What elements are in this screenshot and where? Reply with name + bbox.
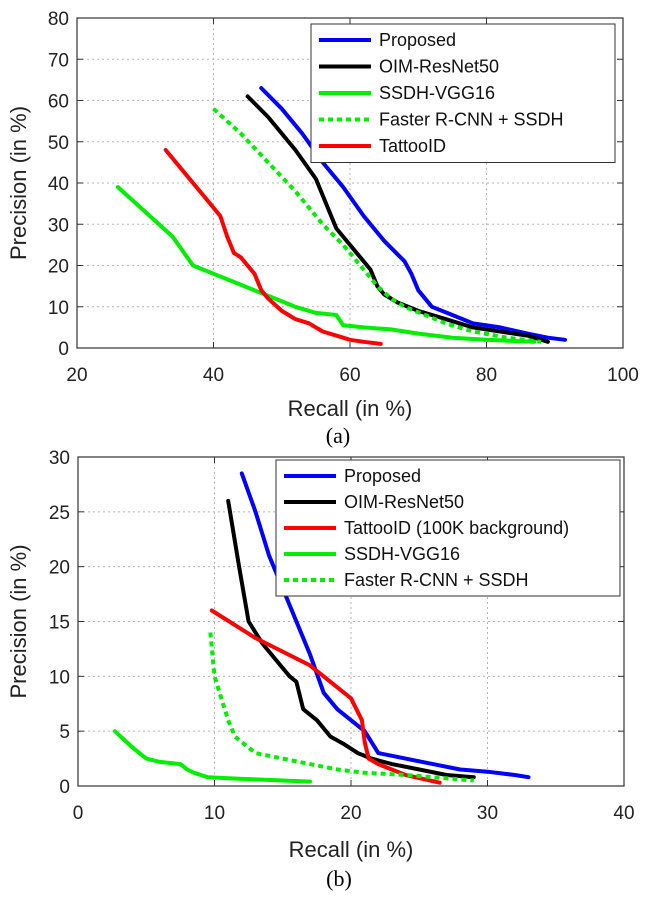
y-tick-label: 15 [49,613,70,634]
y-tick-label: 30 [48,215,69,236]
x-tick-label: 40 [203,365,224,386]
x-tick-label: 20 [340,803,361,824]
x-tick-label: 20 [66,365,87,386]
x-axis-label: Recall (in %) [289,837,414,862]
y-tick-label: 60 [48,92,69,113]
y-tick-label: 20 [48,257,69,278]
y-tick-label: 20 [49,558,70,579]
series-line-tattooid [163,148,383,346]
chart-caption: (b) [326,866,352,891]
y-tick-label: 0 [58,339,69,360]
legend-label: Proposed [344,466,421,486]
y-axis-label: Precision (in %) [6,544,31,698]
chart-caption: (a) [326,423,350,448]
y-tick-label: 40 [48,174,69,195]
legend-label: OIM-ResNet50 [379,57,499,77]
y-tick-label: 0 [59,777,70,798]
legend-label: Faster R-CNN + SSDH [344,570,529,590]
y-tick-label: 10 [49,667,70,688]
legend-box [310,23,616,163]
y-axis-label: Precision (in %) [6,106,31,260]
y-tick-label: 30 [49,448,70,469]
y-tick-label: 70 [48,50,69,71]
legend-label: SSDH-VGG16 [344,544,460,564]
chart-b: 0 10 20 30 40 0 5 10 15 20 25 30 Recall (in %) Precis… [6,448,635,891]
y-tick-label: 5 [59,722,70,743]
plot-area [112,471,531,785]
x-tick-label: 10 [204,803,225,824]
y-tick-label: 80 [48,9,69,30]
y-tick-label: 10 [48,298,69,319]
x-tick-label: 100 [607,365,639,386]
x-tick-label: 80 [476,365,497,386]
series-line-ssdh-vgg16 [115,185,537,344]
series-line-ssdh-vgg16 [112,729,312,784]
x-axis-label: Recall (in %) [288,396,413,421]
legend-label: SSDH-VGG16 [379,83,495,103]
y-tick-label: 25 [49,503,70,524]
x-tick-label: 40 [613,803,634,824]
legend-label: TattooID (100K background) [344,518,569,538]
series-line-oim-resnet50 [226,498,476,780]
legend-label: Proposed [379,30,456,50]
legend-label: OIM-ResNet50 [344,492,464,512]
x-tick-label: 60 [339,365,360,386]
series-line-oim-resnet50 [245,94,550,344]
legend-label: Faster R-CNN + SSDH [379,110,564,130]
legend-label: TattooID [379,136,446,156]
series-line-faster-r-cnn-ssdh [208,632,474,783]
x-tick-label: 0 [73,803,84,824]
y-tick-label: 50 [48,133,69,154]
chart-a: 20 40 60 80 100 0 10 20 30 40 50 60 70 80 Recall (in %… [6,9,639,448]
x-tick-label: 30 [477,803,498,824]
series-line-tattooid-100k-background- [209,608,442,785]
